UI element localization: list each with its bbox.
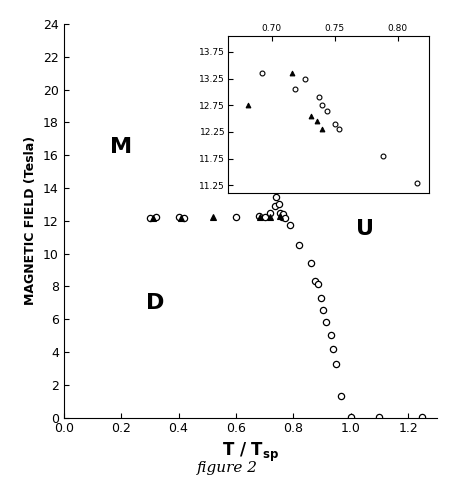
Text: figure 2: figure 2 [197, 461, 258, 475]
Text: M: M [110, 137, 132, 157]
Text: D: D [147, 293, 165, 313]
Text: U: U [356, 219, 374, 239]
Y-axis label: MAGNETIC FIELD (Tesla): MAGNETIC FIELD (Tesla) [25, 136, 37, 305]
X-axis label: T / T$_\mathregular{sp}$: T / T$_\mathregular{sp}$ [222, 441, 279, 464]
